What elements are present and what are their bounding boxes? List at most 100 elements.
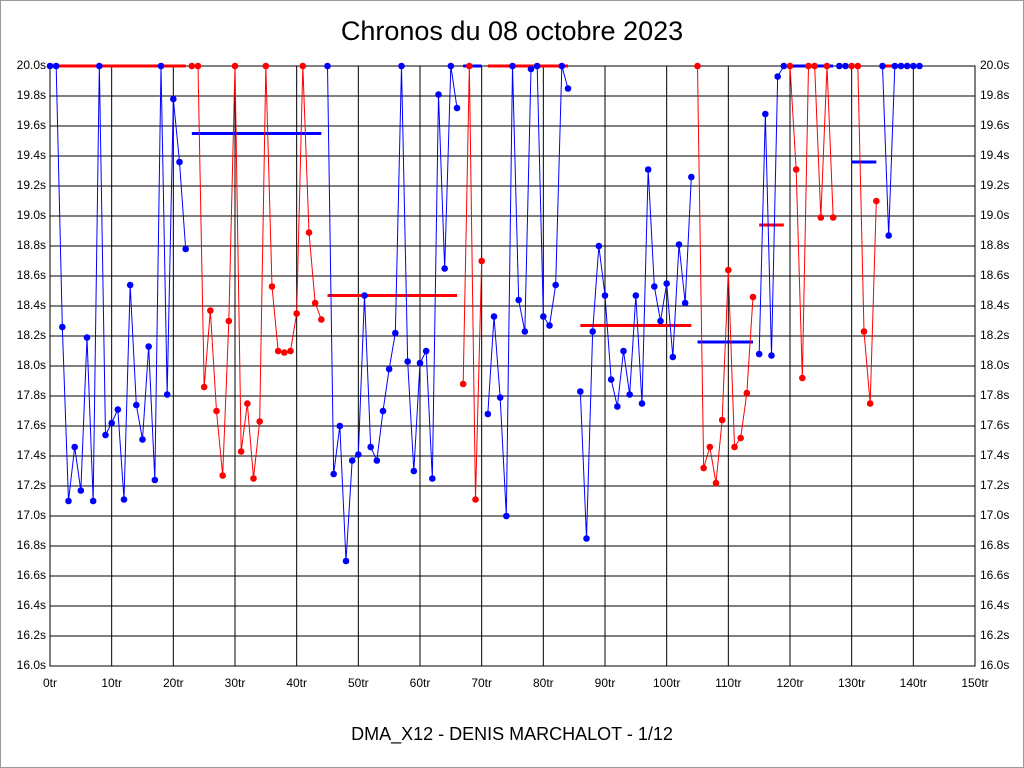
point [688, 173, 695, 181]
point [231, 62, 239, 70]
point [829, 214, 837, 221]
point [743, 389, 751, 397]
point [663, 280, 670, 287]
point [780, 62, 788, 70]
point [176, 158, 183, 166]
point [533, 62, 541, 70]
x-tick-label: 60tr [410, 676, 431, 690]
point [287, 347, 294, 355]
x-tick-label: 30tr [225, 676, 246, 690]
point [447, 62, 455, 70]
point [558, 62, 566, 70]
y-tick-label: 17.4s [17, 448, 46, 462]
point [89, 497, 97, 505]
y-tick-label-right: 18.2s [980, 328, 1009, 342]
point [281, 349, 288, 356]
point [429, 475, 436, 482]
point [503, 512, 510, 520]
point [139, 436, 146, 443]
y-tick-label: 16.0s [17, 658, 46, 672]
point [614, 403, 621, 410]
y-tick-label-right: 17.8s [980, 388, 1009, 402]
point [466, 62, 473, 70]
y-tick-label: 16.2s [17, 628, 46, 642]
point [910, 62, 917, 70]
y-tick-label-right: 16.2s [980, 628, 1009, 642]
point [540, 313, 547, 320]
point [527, 65, 535, 73]
point [669, 353, 677, 361]
y-tick-label-right: 19.2s [980, 178, 1009, 192]
point [786, 62, 794, 70]
x-tick-label: 80tr [533, 676, 554, 690]
y-tick-label-right: 17.6s [980, 418, 1009, 432]
y-tick-label-right: 19.6s [980, 118, 1009, 132]
point [589, 328, 596, 335]
point [694, 62, 701, 70]
point [817, 214, 825, 221]
point [126, 281, 134, 289]
point [435, 91, 442, 98]
x-tick-label: 40tr [286, 676, 307, 690]
x-tick-label: 120tr [776, 676, 803, 690]
point [324, 62, 331, 70]
point [811, 62, 818, 70]
point [903, 62, 911, 70]
point [644, 166, 652, 173]
point [885, 232, 892, 239]
point [836, 62, 843, 70]
point [348, 457, 356, 464]
point [916, 62, 923, 70]
point [891, 62, 899, 70]
point [213, 407, 220, 415]
y-tick-label-right: 17.4s [980, 448, 1009, 462]
y-tick-label: 17.2s [17, 478, 46, 492]
x-tick-label: 100tr [653, 676, 680, 690]
point [398, 62, 405, 70]
y-tick-label: 18.8s [17, 238, 46, 252]
point [755, 350, 763, 358]
y-tick-label-right: 16.6s [980, 568, 1009, 582]
y-tick-label: 17.8s [17, 388, 46, 402]
point [151, 476, 159, 484]
point [311, 299, 319, 307]
point [675, 241, 683, 248]
point [299, 62, 307, 70]
point [459, 380, 467, 388]
point [108, 419, 115, 427]
point [638, 400, 646, 407]
point [873, 197, 880, 205]
point [52, 62, 60, 70]
y-tick-label-right: 19.0s [980, 208, 1009, 222]
point [564, 85, 572, 92]
y-tick-label: 16.6s [17, 568, 46, 582]
point [626, 391, 633, 398]
point [484, 410, 492, 418]
point [496, 394, 504, 401]
y-tick-label: 19.6s [17, 118, 46, 132]
point [120, 496, 128, 503]
point [453, 104, 461, 112]
point [799, 374, 806, 382]
point [182, 245, 189, 253]
point [823, 62, 831, 70]
point [219, 472, 226, 479]
point [225, 317, 233, 325]
point [373, 457, 381, 464]
point [404, 358, 411, 365]
point [96, 62, 103, 70]
y-tick-label-right: 16.4s [980, 598, 1009, 612]
point [848, 62, 855, 70]
y-tick-label-right: 20.0s [980, 58, 1009, 72]
x-tick-label: 20tr [163, 676, 184, 690]
point [866, 400, 874, 407]
point [632, 292, 640, 299]
x-tick-label: 140tr [900, 676, 927, 690]
point [268, 283, 276, 290]
point [478, 257, 485, 265]
point [681, 299, 689, 307]
point [250, 475, 257, 482]
point [509, 62, 516, 70]
y-tick-label: 17.0s [17, 508, 46, 522]
